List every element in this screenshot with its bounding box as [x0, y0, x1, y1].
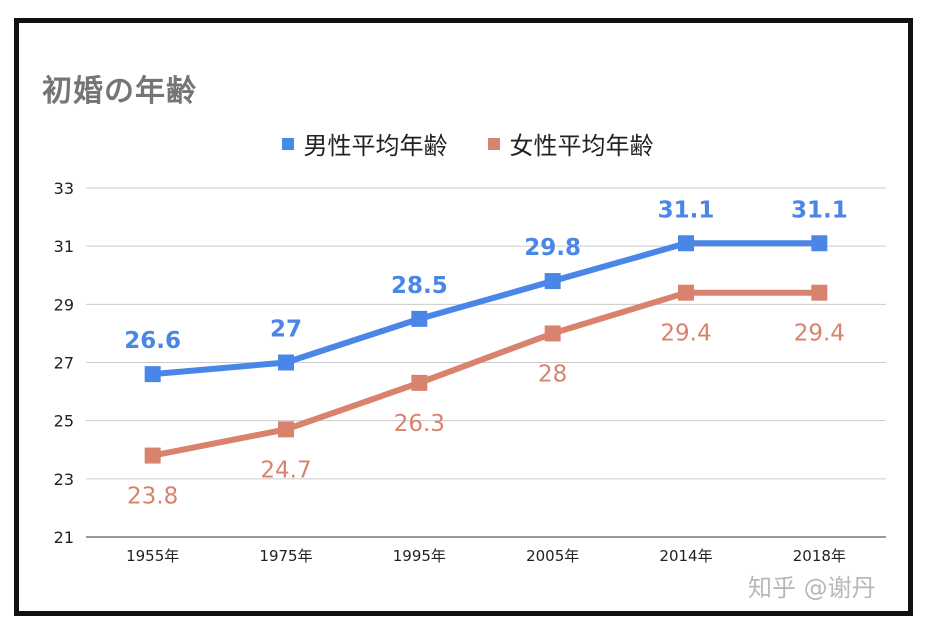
x-tick-label: 1975年: [259, 547, 312, 565]
x-tick-label: 2014年: [659, 547, 712, 565]
y-tick-label: 25: [54, 412, 74, 431]
chart-title: 初婚の年齢: [42, 74, 197, 109]
legend-swatch-female: [487, 137, 500, 150]
data-point-male: [678, 235, 694, 252]
data-label-male: 31.1: [791, 197, 848, 223]
data-label-female: 28: [538, 361, 567, 387]
data-label-male: 31.1: [658, 197, 715, 223]
data-label-female: 29.4: [660, 321, 711, 347]
legend-label-male: 男性平均年齢: [303, 132, 448, 160]
data-point-female: [811, 284, 828, 301]
data-point-female: [144, 447, 161, 464]
x-tick-label: 2018年: [793, 547, 846, 565]
data-label-female: 23.8: [127, 484, 178, 510]
data-point-male: [144, 366, 161, 383]
x-tick-label: 1995年: [393, 547, 446, 565]
y-tick-label: 27: [54, 354, 74, 373]
data-point-male: [411, 310, 428, 327]
y-tick-label: 29: [54, 295, 74, 314]
data-label-male: 28.5: [391, 273, 448, 299]
y-tick-label: 31: [54, 237, 74, 256]
series-line-female: [149, 289, 823, 459]
data-point-female: [278, 421, 294, 438]
data-label-male: 29.8: [524, 235, 581, 261]
series-line-male: [149, 240, 823, 378]
chart-frame: [14, 18, 913, 616]
y-tick-label: 23: [54, 470, 74, 489]
data-point-male: [811, 235, 828, 252]
x-tick-label: 1955年: [126, 547, 179, 565]
data-label-female: 24.7: [260, 457, 311, 483]
data-point-male: [544, 273, 561, 290]
y-tick-label: 21: [54, 528, 74, 547]
data-label-male: 26.6: [124, 328, 181, 354]
data-point-female: [678, 284, 694, 301]
watermark-text: 知乎 @谢丹: [748, 574, 876, 602]
legend-item-female: 女性平均年齢: [487, 126, 654, 161]
data-point-female: [411, 374, 428, 391]
data-point-male: [278, 354, 294, 371]
data-label-female: 26.3: [394, 411, 445, 437]
data-point-female: [544, 325, 561, 342]
data-label-female: 29.4: [794, 321, 845, 347]
y-tick-label: 33: [54, 179, 74, 198]
data-label-male: 27: [270, 317, 302, 343]
legend-item-male: 男性平均年齢: [281, 126, 448, 161]
legend-swatch-male: [281, 137, 294, 150]
chart-legend: 男性平均年齢 女性平均年齢: [0, 126, 935, 161]
x-tick-label: 2005年: [526, 547, 579, 565]
legend-label-female: 女性平均年齢: [509, 132, 654, 160]
